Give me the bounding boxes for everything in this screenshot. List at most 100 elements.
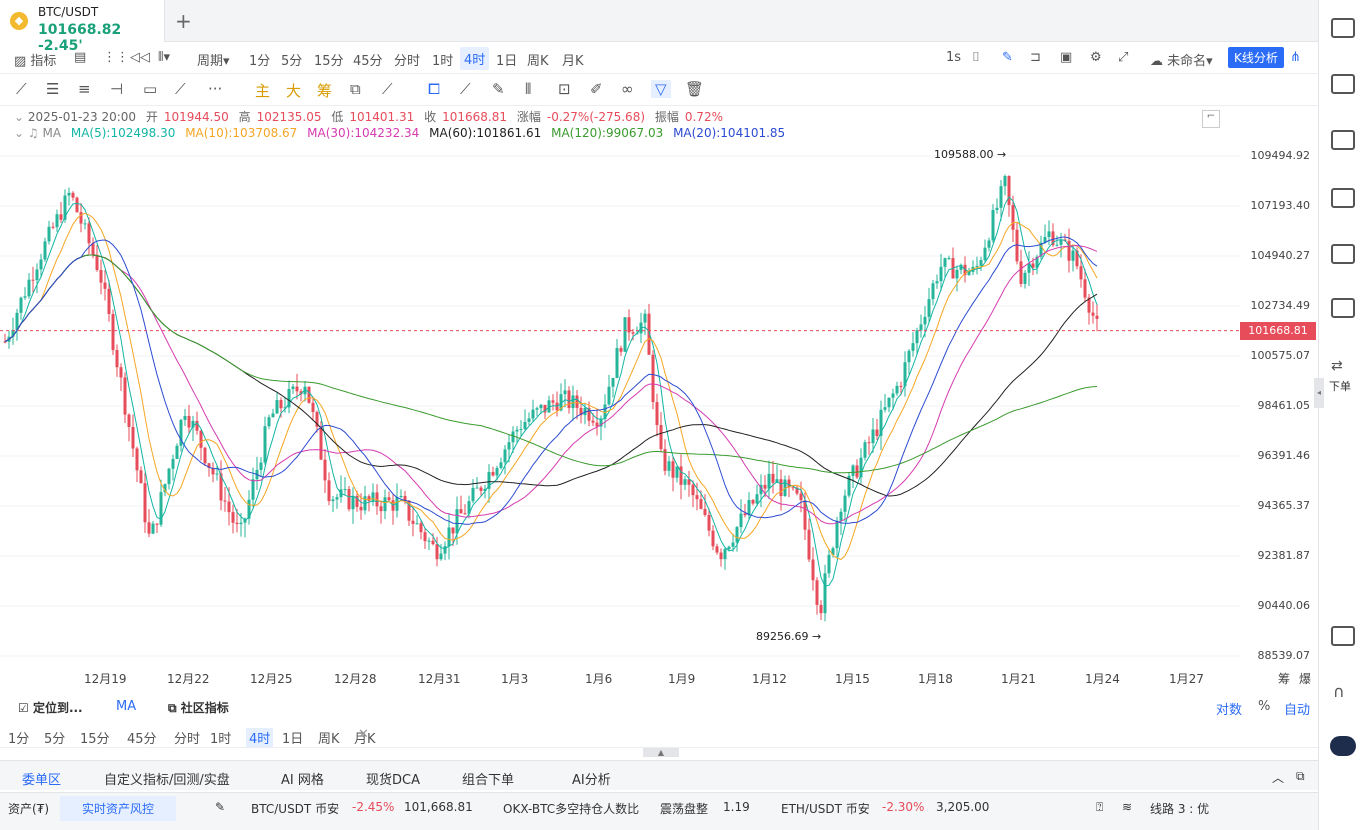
expand-handle[interactable]: ▲ — [643, 748, 679, 757]
risk-control-button[interactable]: 实时资产风控 — [60, 796, 177, 821]
network-line[interactable]: 线路 3 : 优 — [1150, 802, 1210, 816]
line-tool-icon[interactable]: ⟋ — [16, 80, 27, 98]
layout-dropdown[interactable]: ☁ 未命名▾ — [1150, 54, 1213, 69]
bar-chart-icon[interactable] — [1331, 244, 1355, 264]
interval-1m[interactable]: 1分 — [249, 54, 271, 69]
interval-week[interactable]: 周K — [527, 54, 549, 69]
candlestick-chart[interactable] — [0, 140, 1240, 670]
camera-icon[interactable]: ⌷ — [972, 50, 980, 65]
quick-interval[interactable]: 周K — [318, 732, 340, 747]
tab-spot-dca[interactable]: 现货DCA — [366, 773, 420, 788]
percent-toggle[interactable]: % — [1258, 699, 1271, 714]
help-icon[interactable]: ⍰ — [1096, 800, 1104, 814]
quick-interval[interactable]: 月K — [354, 732, 376, 747]
big-order-button[interactable]: 大 — [286, 82, 302, 100]
period-dropdown[interactable]: 周期▾ — [197, 54, 230, 69]
candle-type-icon[interactable]: ⫴▾ — [158, 50, 170, 65]
layout-icon[interactable] — [1331, 626, 1355, 646]
close-icon[interactable]: ✕ — [358, 727, 369, 742]
document-icon[interactable] — [1331, 74, 1355, 94]
add-tab-icon[interactable]: + — [175, 9, 192, 33]
quick-interval[interactable]: 1时 — [210, 732, 232, 747]
interval-1d[interactable]: 1日 — [496, 54, 518, 69]
etf-icon[interactable] — [1331, 298, 1355, 318]
chip-button[interactable]: 筹 — [317, 82, 333, 100]
community-indicator-button[interactable]: ⧉ 社区指标 — [168, 701, 229, 715]
ray-tool-icon[interactable]: ⊣ — [110, 80, 124, 98]
watchlist-icon[interactable] — [1331, 18, 1355, 38]
order-label[interactable]: 下单 — [1329, 380, 1351, 393]
quick-interval[interactable]: 1分 — [8, 732, 30, 747]
sidebar-toggle[interactable]: ◂ — [1314, 378, 1324, 408]
template-icon[interactable]: ▤ — [74, 50, 87, 65]
magnet-icon[interactable]: ⧉ — [350, 80, 361, 98]
interval-timeshare[interactable]: 分时 — [394, 54, 421, 69]
collapse-panel-icon[interactable]: ︿ — [1272, 771, 1285, 785]
btc-ticker-name[interactable]: BTC/USDT 币安 — [251, 802, 340, 816]
share-icon[interactable]: ⋔ — [1290, 50, 1301, 65]
chart-icon[interactable] — [1331, 188, 1355, 208]
ma-indicator-tag[interactable]: MA — [116, 699, 137, 714]
quick-interval[interactable]: 4时 — [246, 728, 274, 747]
channel-tool-icon[interactable]: ≡ — [78, 80, 91, 98]
more-tools-icon[interactable]: ··· — [208, 80, 223, 98]
auto-scale-toggle[interactable]: 自动 — [1284, 703, 1311, 718]
candle-body — [495, 467, 499, 476]
tab-ai-grid[interactable]: AI 网格 — [281, 773, 324, 788]
settings-icon[interactable]: ⚙ — [1090, 50, 1102, 65]
collapse-icon[interactable]: ⌐ — [1202, 110, 1220, 128]
main-force-button[interactable]: 主 — [255, 82, 271, 100]
tab-ai-analysis[interactable]: AI分析 — [572, 773, 611, 788]
link-icon[interactable]: ∞ — [621, 80, 634, 98]
eth-ticker-name[interactable]: ETH/USDT 币安 — [781, 802, 870, 816]
compare-icon[interactable]: ⫴ — [525, 80, 532, 98]
fib-tool-icon[interactable]: ⟋ — [175, 80, 186, 98]
robot-icon[interactable] — [1330, 736, 1356, 756]
replay-icon[interactable]: ⋮⋮ — [103, 50, 129, 65]
copy-icon[interactable]: ⧠ — [428, 80, 441, 98]
popout-icon[interactable]: ⧉ — [1296, 769, 1305, 783]
interval-5m[interactable]: 5分 — [281, 54, 303, 69]
brush-icon[interactable]: ✎ — [492, 80, 505, 98]
interval-45m[interactable]: 45分 — [353, 54, 383, 69]
interval-4h[interactable]: 4时 — [460, 47, 490, 70]
locate-button[interactable]: ☑ 定位到... — [18, 701, 83, 715]
quick-interval[interactable]: 分时 — [174, 732, 201, 747]
filter-icon[interactable]: ▽ — [651, 80, 671, 98]
dollar-icon[interactable] — [1331, 130, 1355, 150]
rect-tool-icon[interactable]: ▭ — [143, 80, 158, 98]
interval-15m[interactable]: 15分 — [314, 54, 344, 69]
quick-interval[interactable]: 5分 — [44, 732, 66, 747]
tab-custom-indicator[interactable]: 自定义指标/回测/实盘 — [104, 773, 230, 788]
interval-1h[interactable]: 1时 — [432, 54, 454, 69]
support-icon[interactable]: ∩ — [1333, 682, 1345, 701]
ruler-icon[interactable]: ⟋ — [460, 80, 471, 98]
order-icon[interactable]: ⇄ — [1331, 358, 1343, 374]
chip-toggle[interactable]: 筹 — [1278, 672, 1291, 686]
log-scale-toggle[interactable]: 对数 — [1216, 703, 1243, 718]
hide-draw-icon[interactable]: ⟋ — [382, 80, 393, 98]
rewind-icon[interactable]: ◁◁ — [130, 50, 150, 65]
quick-interval[interactable]: 45分 — [127, 732, 157, 747]
indicator-button[interactable]: ▨ 指标 — [14, 54, 57, 69]
okx-ratio-name[interactable]: OKX-BTC多空持仓人数比 — [503, 802, 640, 816]
edit-icon[interactable]: ✎ — [215, 800, 226, 814]
hline-tool-icon[interactable]: ☰ — [46, 80, 60, 98]
kline-analysis-button[interactable]: K线分析 — [1228, 47, 1284, 68]
refresh-interval[interactable]: 1s — [946, 50, 962, 65]
interval-month[interactable]: 月K — [562, 54, 584, 69]
tab-order-area[interactable]: 委单区 — [22, 769, 62, 794]
draw-icon[interactable]: ✎ — [1002, 50, 1013, 65]
quick-interval[interactable]: 15分 — [80, 732, 110, 747]
candle-body — [471, 487, 475, 502]
liquidation-toggle[interactable]: 爆 — [1299, 672, 1312, 686]
delete-icon[interactable]: 🗑 — [685, 80, 705, 98]
tab-combo-order[interactable]: 组合下单 — [462, 773, 515, 788]
database-icon[interactable]: ▣ — [1060, 50, 1073, 65]
tab-btcusdt[interactable]: ◆ BTC/USDT 101668.82 -2.45' — [0, 0, 165, 54]
quick-interval[interactable]: 1日 — [282, 732, 304, 747]
lock-icon[interactable]: ⊡ — [558, 80, 571, 98]
fullscreen-icon[interactable]: ⤢ — [1118, 50, 1129, 65]
note-icon[interactable]: ✐ — [590, 80, 603, 98]
crop-icon[interactable]: ⊐ — [1030, 50, 1041, 65]
